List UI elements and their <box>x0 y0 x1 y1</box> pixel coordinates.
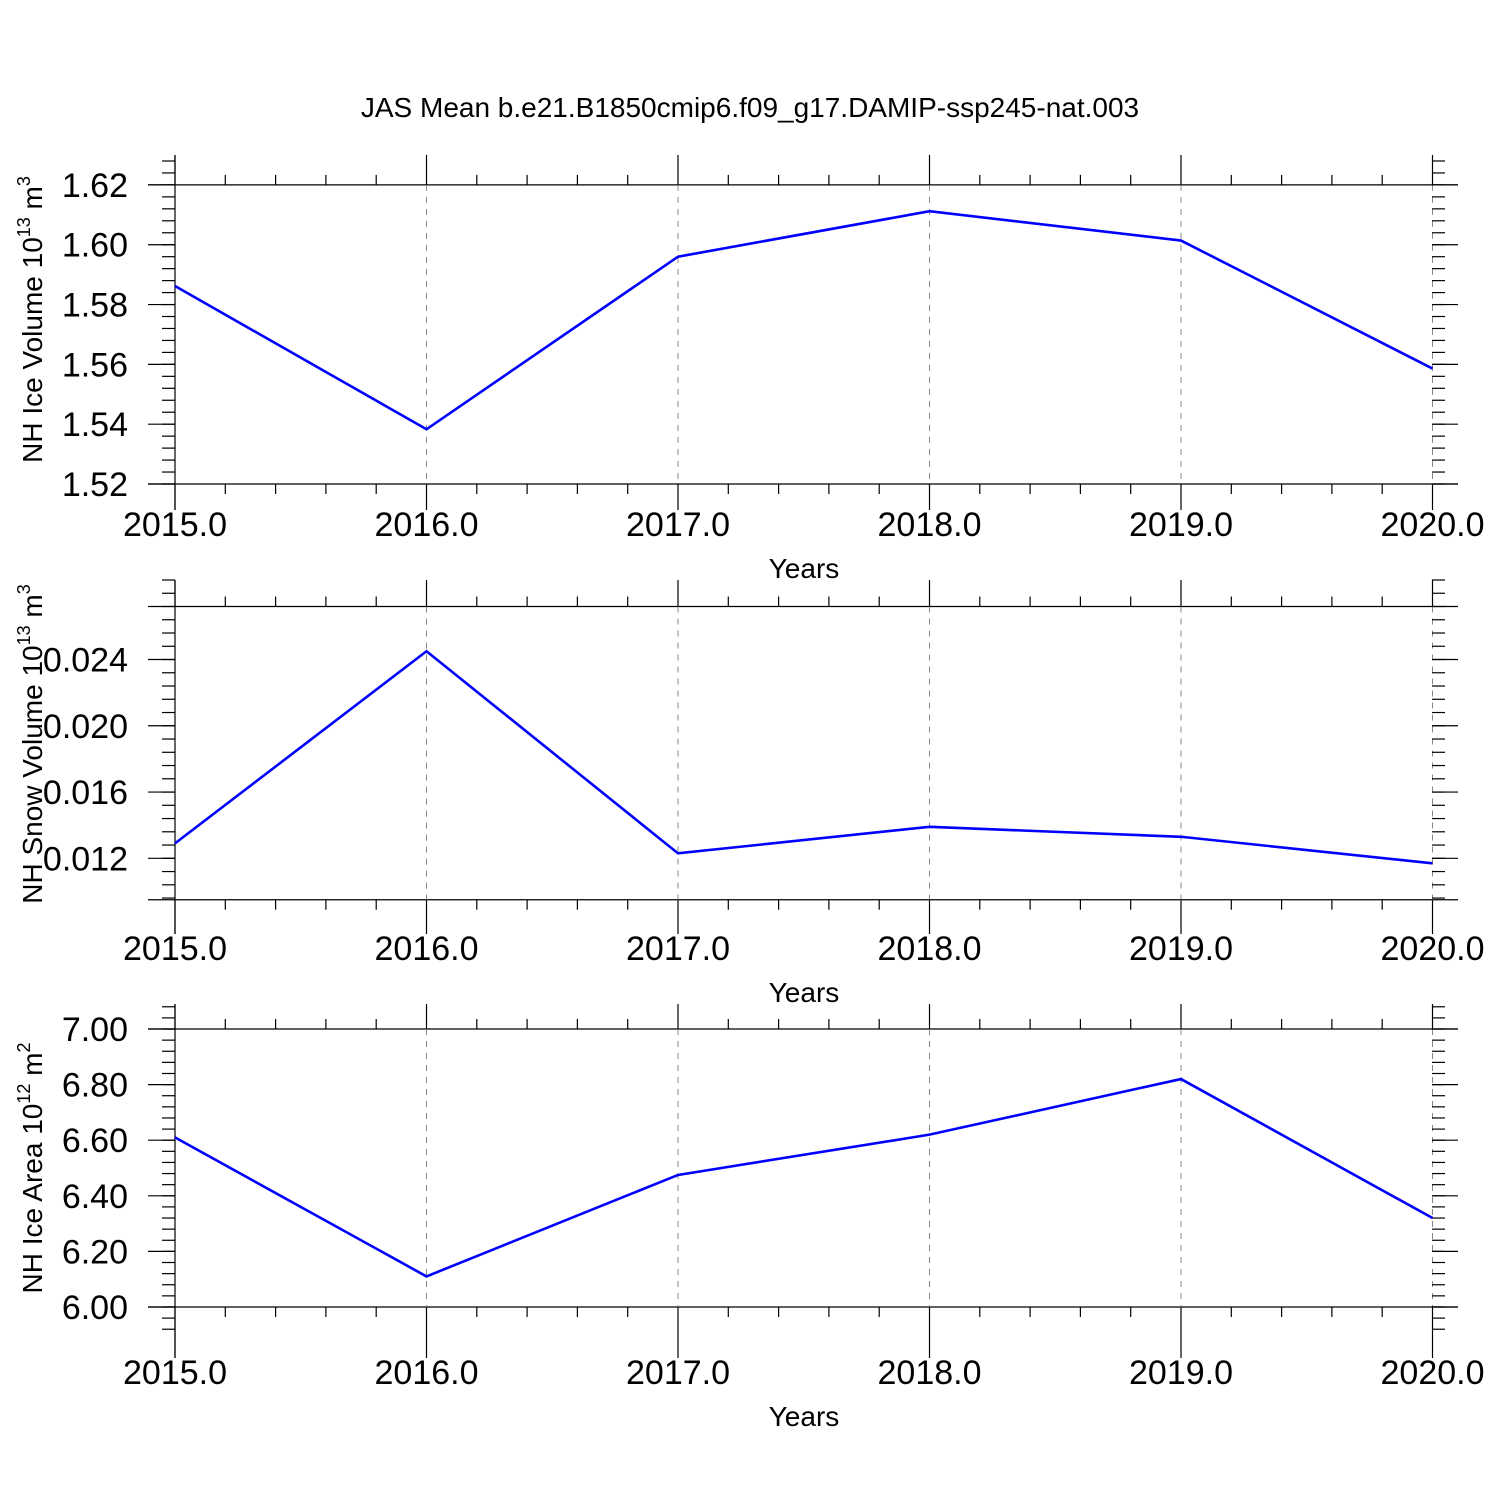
panel-3: 2015.0 2016.0 2017.0 2018.0 2019.0 2020.0 6.00… <box>14 1004 1485 1432</box>
series-line <box>174 649 1433 865</box>
y-tick-label: 1.58 <box>62 287 128 325</box>
x-axis-label: Years <box>769 977 840 1008</box>
x-tick-label: 2017.0 <box>626 930 730 968</box>
panel-1: 2015.0 2016.0 2017.0 2018.0 2019.0 2020.0 1.52… <box>14 155 1485 584</box>
x-axis-label: Years <box>769 553 840 584</box>
x-tick-label: 2020.0 <box>1381 506 1485 544</box>
x-tick-label: 2019.0 <box>1129 930 1233 968</box>
x-tick-label: 2018.0 <box>878 930 982 968</box>
x-tick-label: 2016.0 <box>375 506 479 544</box>
panel-2: 2015.0 2016.0 2017.0 2018.0 2019.0 2020.0 0.01… <box>14 579 1485 1008</box>
series-line <box>174 209 1434 431</box>
y-tick-label: 1.54 <box>62 406 128 444</box>
y-axis-label: NH Snow Volume 1013 m3 <box>14 584 48 904</box>
y-tick-label: 6.80 <box>62 1067 128 1105</box>
x-tick-label: 2019.0 <box>1129 506 1233 544</box>
x-tick-label: 2015.0 <box>123 1354 227 1392</box>
y-tick-label: 0.020 <box>43 708 128 746</box>
y-tick-label: 1.62 <box>62 167 128 205</box>
y-tick-label: 0.012 <box>43 840 128 878</box>
y-tick-label: 6.20 <box>62 1233 128 1271</box>
y-tick-label: 6.40 <box>62 1178 128 1216</box>
y-tick-label: 1.52 <box>62 466 128 504</box>
x-tick-label: 2016.0 <box>375 930 479 968</box>
y-tick-label: 1.60 <box>62 227 128 265</box>
x-tick-label: 2015.0 <box>123 930 227 968</box>
y-tick-label: 1.56 <box>62 346 128 384</box>
series-line <box>174 1077 1434 1278</box>
x-tick-label: 2015.0 <box>123 506 227 544</box>
chart-panels: 2015.0 2016.0 2017.0 2018.0 2019.0 2020.0 1.52… <box>14 155 1485 1432</box>
x-tick-label: 2017.0 <box>626 1354 730 1392</box>
x-tick-label: 2019.0 <box>1129 1354 1233 1392</box>
y-axis-label: NH Ice Volume 1013 m3 <box>14 176 48 463</box>
y-tick-label: 0.024 <box>43 642 128 680</box>
y-tick-label: 6.60 <box>62 1122 128 1160</box>
y-tick-label: 0.016 <box>43 774 128 812</box>
x-tick-label: 2018.0 <box>878 1354 982 1392</box>
x-tick-label: 2018.0 <box>878 506 982 544</box>
y-axis-label: NH Ice Area 1012 m2 <box>14 1042 48 1293</box>
chart-title: JAS Mean b.e21.B1850cmip6.f09_g17.DAMIP-… <box>361 92 1139 123</box>
x-tick-label: 2020.0 <box>1381 1354 1485 1392</box>
y-tick-label: 6.00 <box>62 1289 128 1327</box>
x-axis-label: Years <box>769 1401 840 1432</box>
y-tick-label: 7.00 <box>62 1011 128 1049</box>
x-tick-label: 2017.0 <box>626 506 730 544</box>
x-tick-label: 2016.0 <box>375 1354 479 1392</box>
x-tick-label: 2020.0 <box>1381 930 1485 968</box>
